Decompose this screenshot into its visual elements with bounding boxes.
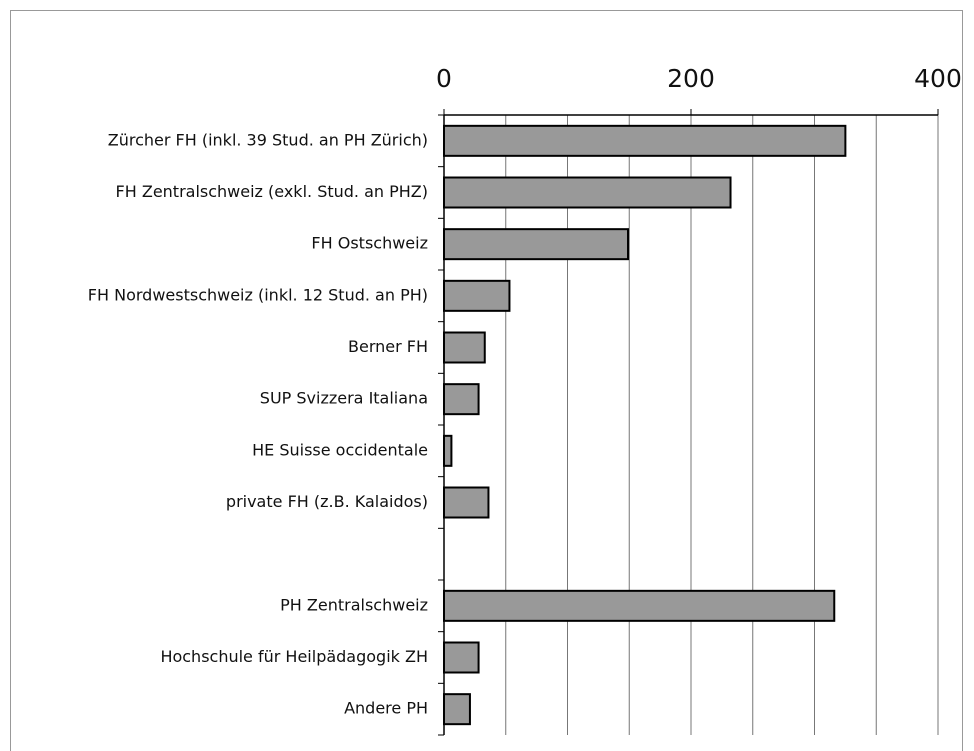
y-tick-label: FH Ostschweiz <box>311 234 428 253</box>
y-tick-label: Berner FH <box>348 337 428 356</box>
y-tick-label: FH Zentralschweiz (exkl. Stud. an PHZ) <box>116 182 428 201</box>
y-tick-label: FH Nordwestschweiz (inkl. 12 Stud. an PH… <box>88 285 428 304</box>
y-tick-label: Zürcher FH (inkl. 39 Stud. an PH Zürich) <box>108 130 428 149</box>
y-tick-label: Andere PH <box>344 699 428 718</box>
y-tick-label: private FH (z.B. Kalaidos) <box>226 492 428 511</box>
y-tick-label: Hochschule für Heilpädagogik ZH <box>160 647 428 666</box>
bar <box>443 434 453 467</box>
bar <box>443 589 836 622</box>
bar <box>443 486 490 519</box>
y-tick-label: SUP Svizzera Italiana <box>260 389 428 408</box>
y-tick-label: PH Zentralschweiz <box>280 595 428 614</box>
bar <box>443 641 480 674</box>
frame <box>10 10 963 751</box>
x-tick-label: 0 <box>436 64 452 93</box>
x-tick-label: 400 <box>914 64 962 93</box>
bar <box>443 383 480 416</box>
x-tick-label: 200 <box>667 64 715 93</box>
bar <box>443 279 511 312</box>
bar <box>443 124 847 157</box>
bar <box>443 176 732 209</box>
y-tick-label: HE Suisse occidentale <box>252 440 428 459</box>
bar <box>443 331 486 364</box>
bar <box>443 693 471 726</box>
bar <box>443 228 630 261</box>
